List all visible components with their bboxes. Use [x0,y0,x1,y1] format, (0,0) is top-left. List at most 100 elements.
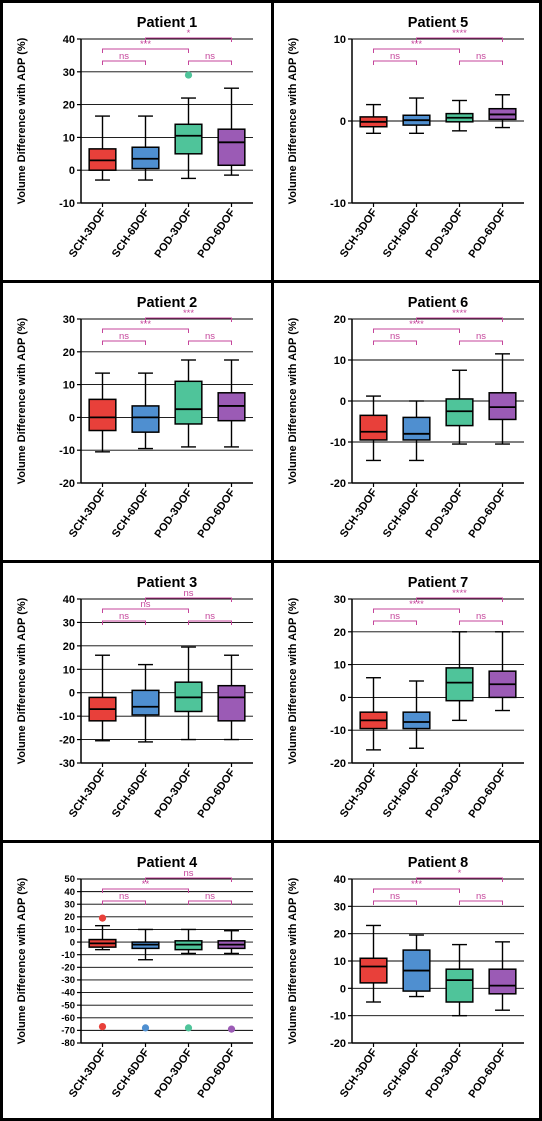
significance-label: *** [140,319,151,330]
bracket-line [102,900,146,905]
box-pod-3dof [445,943,474,1017]
box-pod-3dof [174,359,203,448]
y-tick-label: -10 [330,198,346,210]
significance-label: ns [140,599,150,610]
bracket-line [416,877,503,882]
significance-bracket: *** [102,39,189,53]
chart-title: Patient 1 [137,15,197,31]
significance-bracket: ns [188,891,232,905]
x-tick-label-sch-6dof: SCH-6DOF [110,487,152,540]
y-tick-label: 20 [63,347,75,359]
significance-bracket: *** [102,319,189,333]
bracket-line [416,597,503,602]
box-sch-6dof [402,400,431,462]
significance-bracket: *** [373,39,460,53]
chart-title: Patient 3 [137,575,197,591]
y-tick-label: 0 [70,937,75,948]
significance-bracket: * [416,868,503,882]
bracket-line [416,37,503,42]
chart-panel-patient-3: Patient 3 Volume Difference with ADP (%) -… [0,560,274,843]
x-tick-label-pod-3dof: POD-3DOF [424,767,467,821]
y-tick-label: 0 [340,396,346,408]
y-axis-label: Volume Difference with ADP (%) [16,877,28,1044]
y-tick-label: -20 [59,735,75,747]
significance-label: ns [205,331,215,342]
y-tick-label: 30 [334,594,346,606]
x-tick-label-pod-6dof: POD-6DOF [467,207,510,261]
y-tick-label: -10 [61,950,75,961]
box-pod-6dof [217,930,246,955]
y-axis-label: Volume Difference with ADP (%) [16,317,28,484]
x-tick-label-pod-3dof: POD-3DOF [424,207,467,261]
y-tick-label: -70 [61,1026,75,1037]
significance-label: **** [409,599,424,610]
significance-label: ns [390,331,400,342]
y-tick-label: -20 [330,1038,346,1050]
chart-svg: Patient 8 Volume Difference with ADP (%) -… [287,855,524,1101]
y-tick-label: -30 [59,758,75,770]
y-tick-label: 0 [69,412,75,424]
significance-bracket: **** [373,319,460,333]
y-tick-label: -10 [330,1011,346,1023]
outlier-point [184,1024,193,1032]
y-tick-label: 10 [334,956,346,968]
bracket-line [102,328,189,333]
y-tick-label: 10 [334,34,346,46]
outlier-point [98,1023,107,1031]
box-pod-3dof [445,631,474,722]
significance-label: ns [476,891,486,902]
bracket-line [102,340,146,345]
significance-bracket: ns [102,611,146,625]
y-tick-label: 20 [334,627,346,639]
significance-bracket: ns [102,891,146,905]
significance-label: **** [452,588,467,599]
y-tick-label: 20 [334,929,346,941]
box-iqr [402,711,431,730]
significance-bracket: ns [188,611,232,625]
chart-panel-patient-6: Patient 6 Volume Difference with ADP (%) -… [271,280,542,563]
y-axis-label: Volume Difference with ADP (%) [287,877,299,1044]
significance-label: ns [119,611,129,622]
y-tick-label: -20 [330,758,346,770]
box-iqr [402,416,431,441]
significance-bracket: ns [102,331,146,345]
y-tick-label: -30 [61,975,75,986]
x-tick-label-sch-6dof: SCH-6DOF [381,767,423,820]
box-iqr [174,380,203,425]
box-pod-6dof [217,359,246,448]
x-tick-label-pod-6dof: POD-6DOF [467,1047,510,1101]
significance-bracket: ns [459,891,503,905]
box-pod-3dof [174,97,203,180]
significance-bracket: *** [373,879,460,893]
y-tick-label: 10 [63,132,75,144]
box-iqr [488,968,517,995]
significance-bracket: ns [459,331,503,345]
x-tick-label-sch-3dof: SCH-3DOF [338,207,380,260]
box-iqr [359,414,388,441]
bracket-line [188,60,232,65]
bracket-line [373,328,460,333]
box-sch-6dof [402,934,431,998]
bracket-line [102,620,146,625]
bracket-line [373,340,417,345]
y-tick-label: 10 [334,355,346,367]
significance-label: ns [205,51,215,62]
y-axis-label: Volume Difference with ADP (%) [287,37,299,204]
chart-title: Patient 6 [408,295,468,311]
significance-bracket: ns [373,51,417,65]
significance-label: ns [183,588,193,599]
y-tick-label: -50 [61,1000,75,1011]
significance-bracket: ns [145,868,232,882]
box-iqr [445,398,474,427]
chart-svg: Patient 3 Volume Difference with ADP (%) -… [16,575,253,820]
bracket-line [373,48,460,53]
y-tick-label: 20 [334,314,346,326]
y-axis-label: Volume Difference with ADP (%) [287,317,299,484]
y-tick-label: 0 [340,116,346,128]
box-pod-6dof [488,631,517,712]
bracket-line [188,900,232,905]
significance-label: ns [476,51,486,62]
significance-bracket: * [145,28,232,42]
bracket-line [102,888,189,893]
significance-label: ns [476,331,486,342]
